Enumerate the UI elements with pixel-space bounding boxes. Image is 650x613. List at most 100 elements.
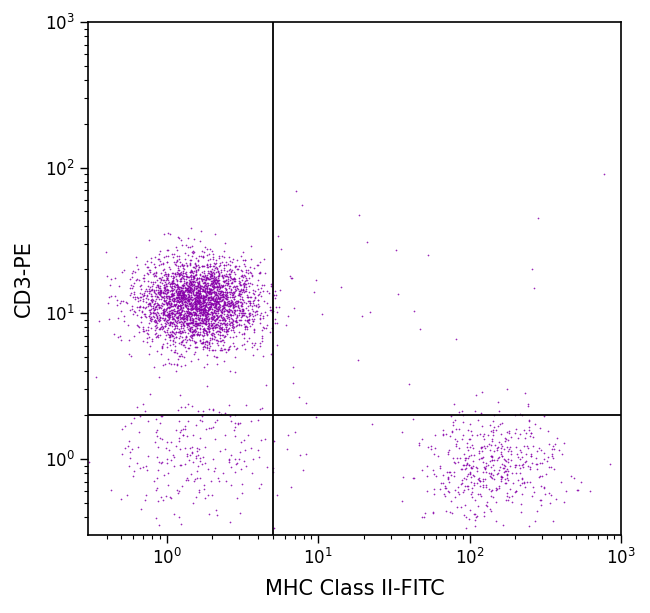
Point <box>210 294 220 303</box>
Point <box>554 444 564 454</box>
Point <box>218 276 229 286</box>
Point <box>214 310 225 320</box>
Point <box>232 264 242 274</box>
Point <box>259 268 270 278</box>
Point <box>188 268 198 278</box>
Point <box>200 270 211 280</box>
Point <box>153 285 164 295</box>
Point <box>187 284 197 294</box>
Point <box>184 286 194 295</box>
Point <box>481 466 491 476</box>
Point <box>151 318 162 327</box>
Point <box>170 300 180 310</box>
Point <box>271 290 281 300</box>
Point <box>489 409 500 419</box>
Point <box>183 286 194 296</box>
Point <box>216 325 227 335</box>
Point <box>170 345 181 355</box>
Point <box>179 300 190 310</box>
Point <box>195 307 205 317</box>
Point <box>192 306 202 316</box>
Point <box>213 322 223 332</box>
Point <box>147 314 157 324</box>
Point <box>210 345 220 354</box>
Point <box>208 254 218 264</box>
Point <box>206 299 216 309</box>
Point <box>158 305 168 315</box>
Point <box>190 260 201 270</box>
Point <box>150 329 160 339</box>
Point <box>175 427 185 437</box>
Point <box>535 424 545 433</box>
Point <box>144 299 154 309</box>
Point <box>172 292 183 302</box>
Point <box>214 283 225 293</box>
Point <box>515 480 525 490</box>
Point <box>169 296 179 306</box>
Point <box>229 327 239 337</box>
Point <box>186 303 196 313</box>
Point <box>190 296 200 306</box>
Point <box>211 259 221 268</box>
Point <box>166 308 177 318</box>
Point <box>207 312 217 322</box>
Point <box>166 493 176 503</box>
Point <box>172 286 183 296</box>
Point <box>552 433 562 443</box>
Point <box>158 265 168 275</box>
Point <box>166 291 177 301</box>
Point <box>177 272 187 281</box>
Point <box>189 326 200 335</box>
Point <box>160 314 170 324</box>
Point <box>482 460 493 470</box>
Point <box>174 310 185 319</box>
Point <box>218 300 229 310</box>
Point <box>201 311 211 321</box>
Point <box>168 348 179 357</box>
Point <box>202 287 213 297</box>
Point <box>229 273 239 283</box>
Point <box>185 299 195 308</box>
Point <box>202 272 212 282</box>
Point <box>146 257 157 267</box>
Point <box>176 349 186 359</box>
Point <box>231 313 241 322</box>
Point <box>187 288 198 298</box>
Point <box>237 305 248 315</box>
Point <box>226 298 236 308</box>
Point <box>194 284 205 294</box>
Point <box>212 310 222 319</box>
Point <box>188 300 198 310</box>
Point <box>207 287 218 297</box>
Point <box>190 300 201 310</box>
Point <box>162 289 172 299</box>
Point <box>168 333 179 343</box>
Point <box>176 292 186 302</box>
Point <box>227 297 237 306</box>
Point <box>172 261 183 271</box>
Point <box>453 482 463 492</box>
Point <box>101 247 111 257</box>
Point <box>529 487 539 497</box>
Point <box>150 252 161 262</box>
Point <box>207 330 217 340</box>
Point <box>265 349 276 359</box>
Point <box>218 289 228 299</box>
Point <box>222 306 233 316</box>
Point <box>191 313 202 322</box>
Point <box>190 294 201 304</box>
Point <box>209 282 220 292</box>
Point <box>223 344 233 354</box>
Point <box>365 308 376 318</box>
Point <box>231 281 242 291</box>
Point <box>207 281 217 291</box>
Point <box>205 295 215 305</box>
Point <box>240 311 251 321</box>
Point <box>172 359 182 369</box>
Point <box>210 435 220 444</box>
Point <box>162 311 172 321</box>
Point <box>161 491 171 501</box>
Point <box>123 441 133 451</box>
Point <box>200 325 210 335</box>
Point <box>150 437 161 447</box>
